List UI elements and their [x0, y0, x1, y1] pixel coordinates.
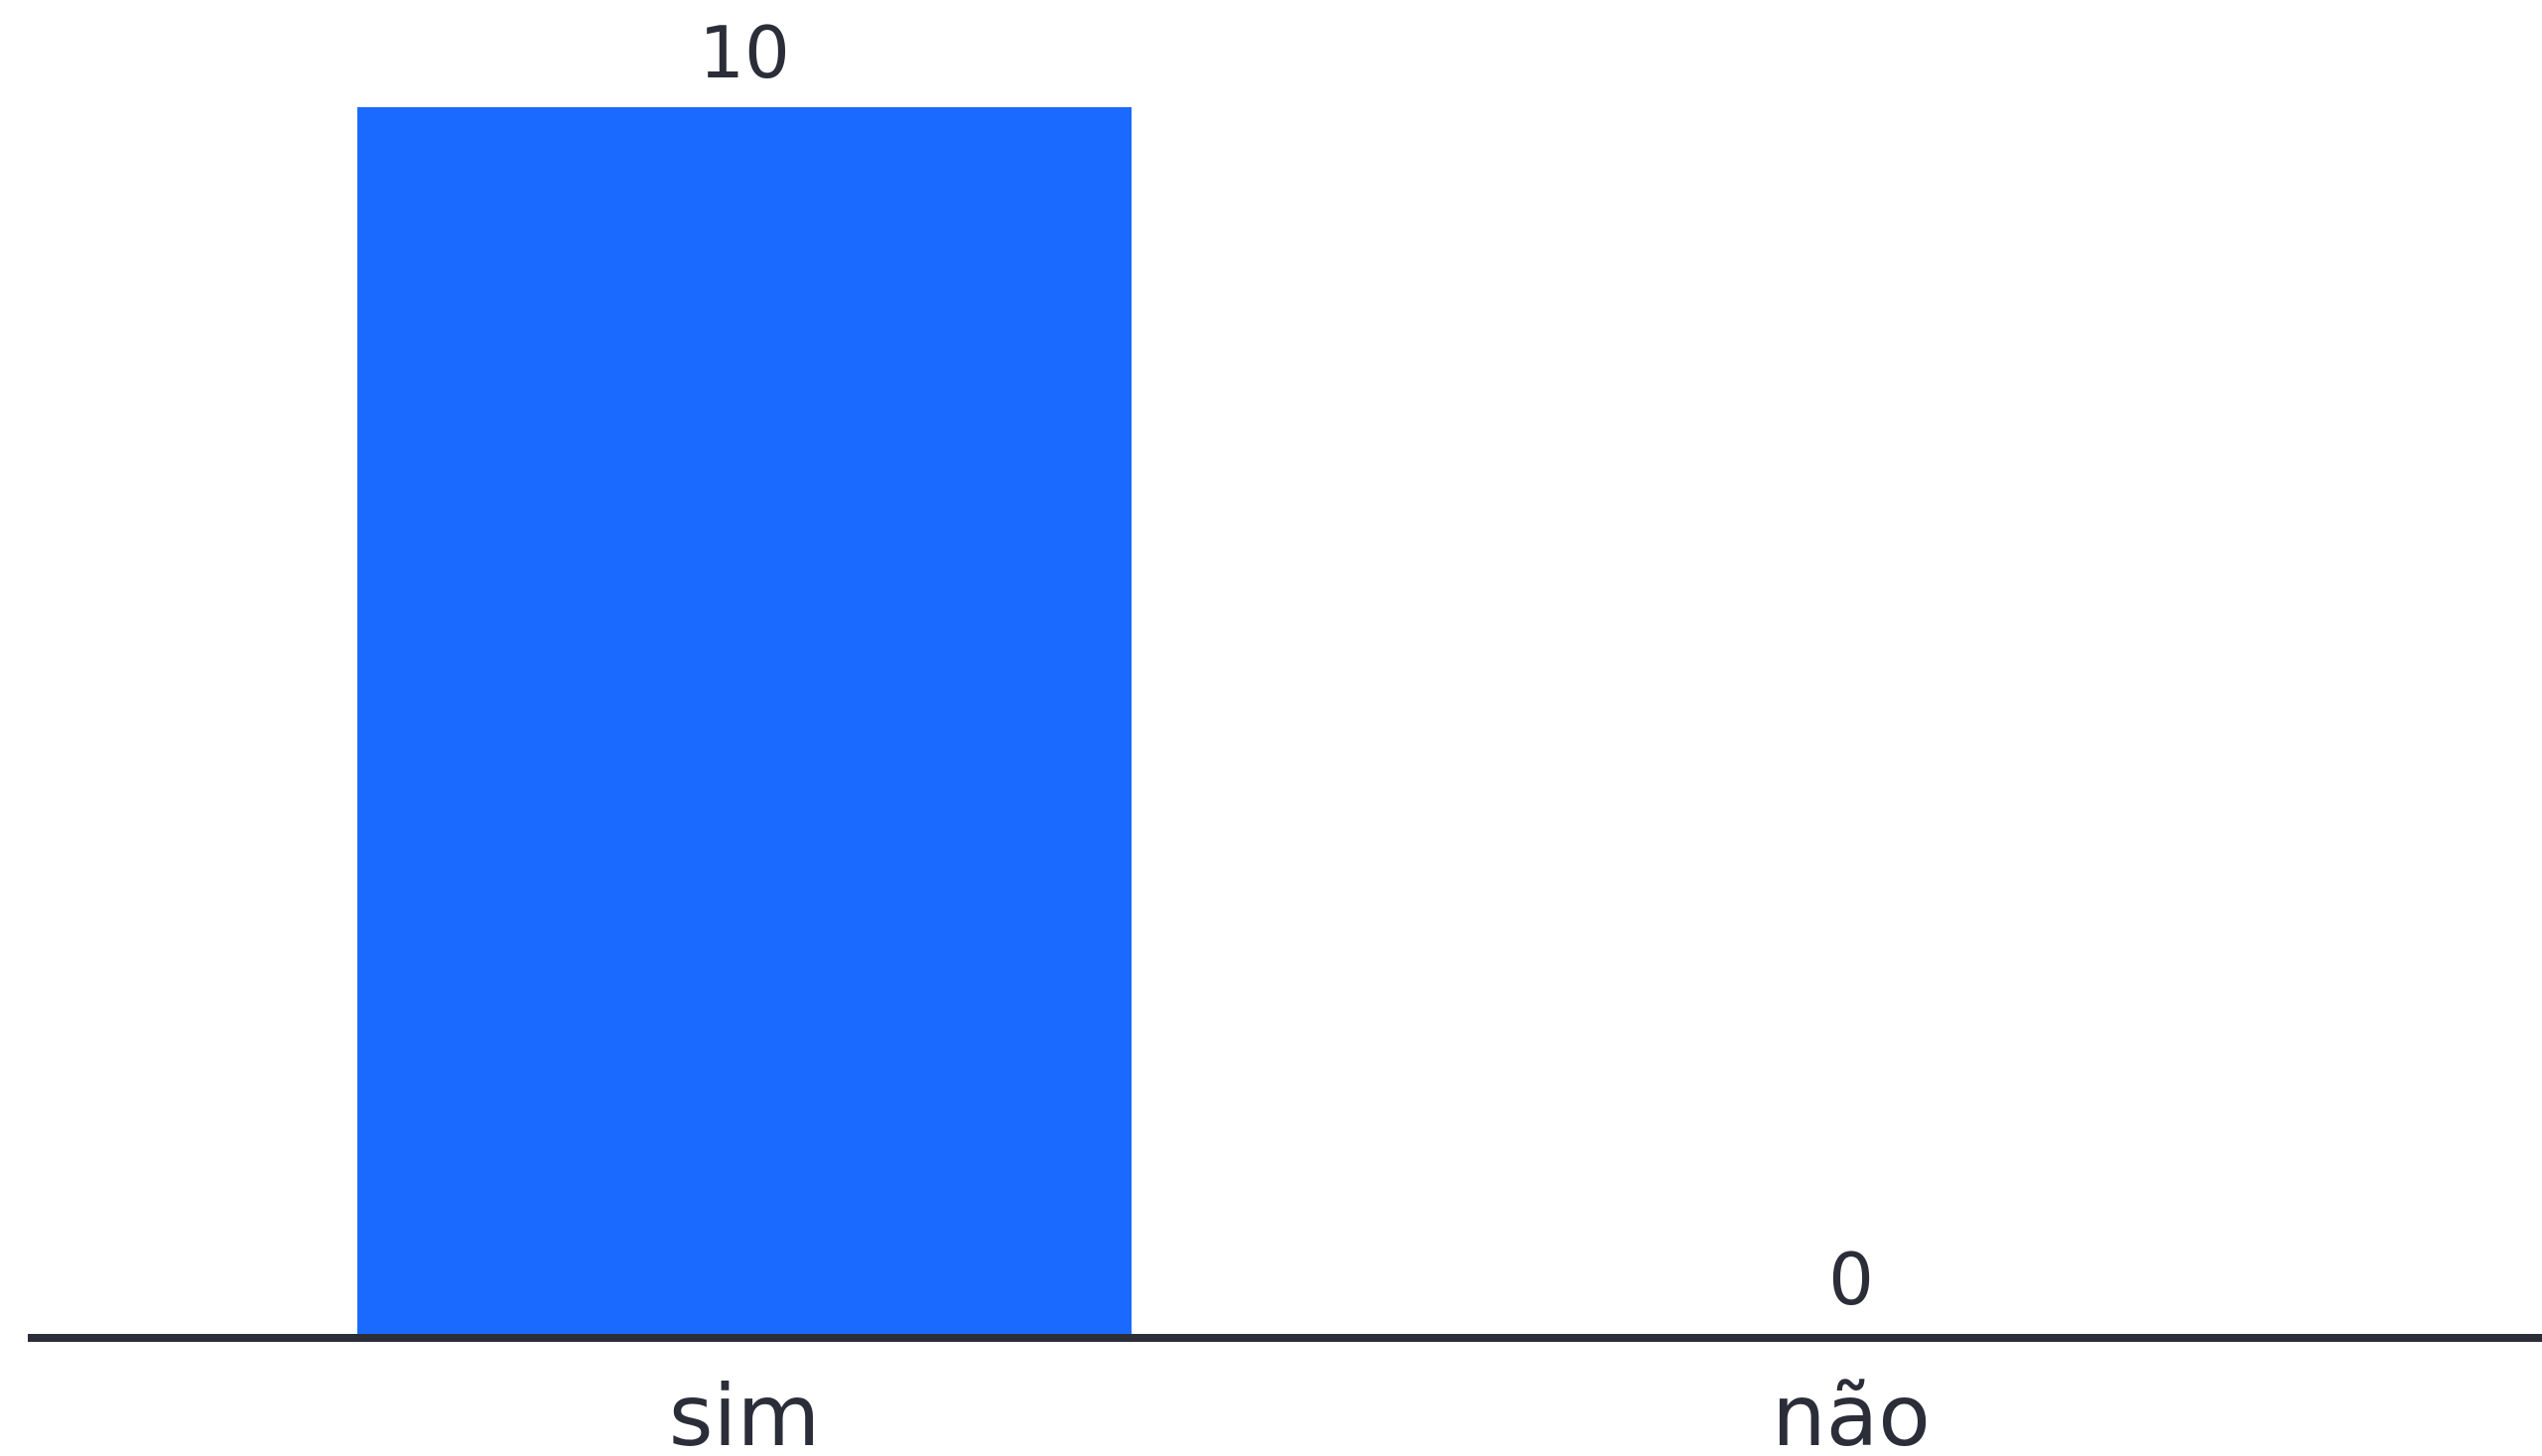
bar-sim: [357, 107, 1132, 1334]
x-tick-labels-group: sim não: [669, 1367, 1931, 1456]
bars-group: [357, 107, 1132, 1334]
x-tick-label-1: não: [1772, 1367, 1931, 1456]
value-labels-group: 10 0: [699, 11, 1874, 1321]
x-tick-label-0: sim: [669, 1367, 820, 1456]
value-label-sim: 10: [699, 11, 790, 94]
value-label-não: 0: [1828, 1238, 1874, 1321]
